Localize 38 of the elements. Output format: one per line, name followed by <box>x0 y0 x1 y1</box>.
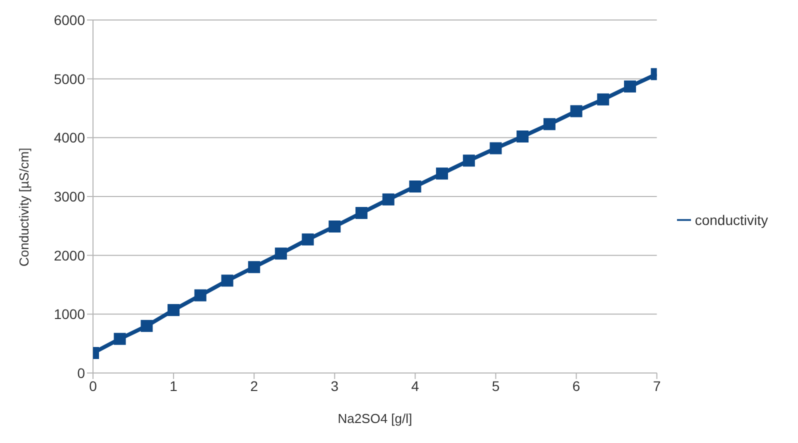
x-tick-label: 1 <box>170 378 178 394</box>
point <box>140 320 153 332</box>
point <box>302 233 314 246</box>
point <box>409 180 422 192</box>
point <box>490 142 502 154</box>
point <box>355 206 368 219</box>
point <box>248 261 260 274</box>
point <box>221 274 234 287</box>
point <box>597 93 610 106</box>
x-tick-label: 0 <box>89 378 98 394</box>
point <box>382 193 394 206</box>
point <box>114 332 126 345</box>
legend-label: conductivity <box>694 212 768 228</box>
point <box>516 130 529 142</box>
y-tick-label: 4000 <box>54 130 86 146</box>
point <box>274 248 287 260</box>
x-tick-label: 7 <box>652 378 661 394</box>
point <box>194 289 206 302</box>
y-axis-title: Conductivity [µS/cm] <box>16 148 32 266</box>
y-tick-label: 2000 <box>54 247 86 264</box>
point <box>328 220 341 233</box>
y-tick-label: 3000 <box>54 188 86 204</box>
point <box>624 80 636 92</box>
x-tick-label: 5 <box>492 378 500 394</box>
x-axis-title: Na2SO4 [g/l] <box>338 411 412 426</box>
point <box>462 154 475 167</box>
x-tick-label: 6 <box>572 378 580 394</box>
y-tick-label: 0 <box>77 364 86 381</box>
point <box>436 168 448 180</box>
x-tick-label: 3 <box>330 378 339 394</box>
point <box>543 118 556 130</box>
point <box>168 304 180 316</box>
y-tick-label: 6000 <box>54 12 86 28</box>
x-tick-label: 4 <box>411 378 420 394</box>
y-tick-label: 5000 <box>54 70 86 87</box>
x-tick-label: 2 <box>250 378 258 394</box>
point <box>570 105 582 118</box>
y-tick-label: 1000 <box>54 306 86 322</box>
